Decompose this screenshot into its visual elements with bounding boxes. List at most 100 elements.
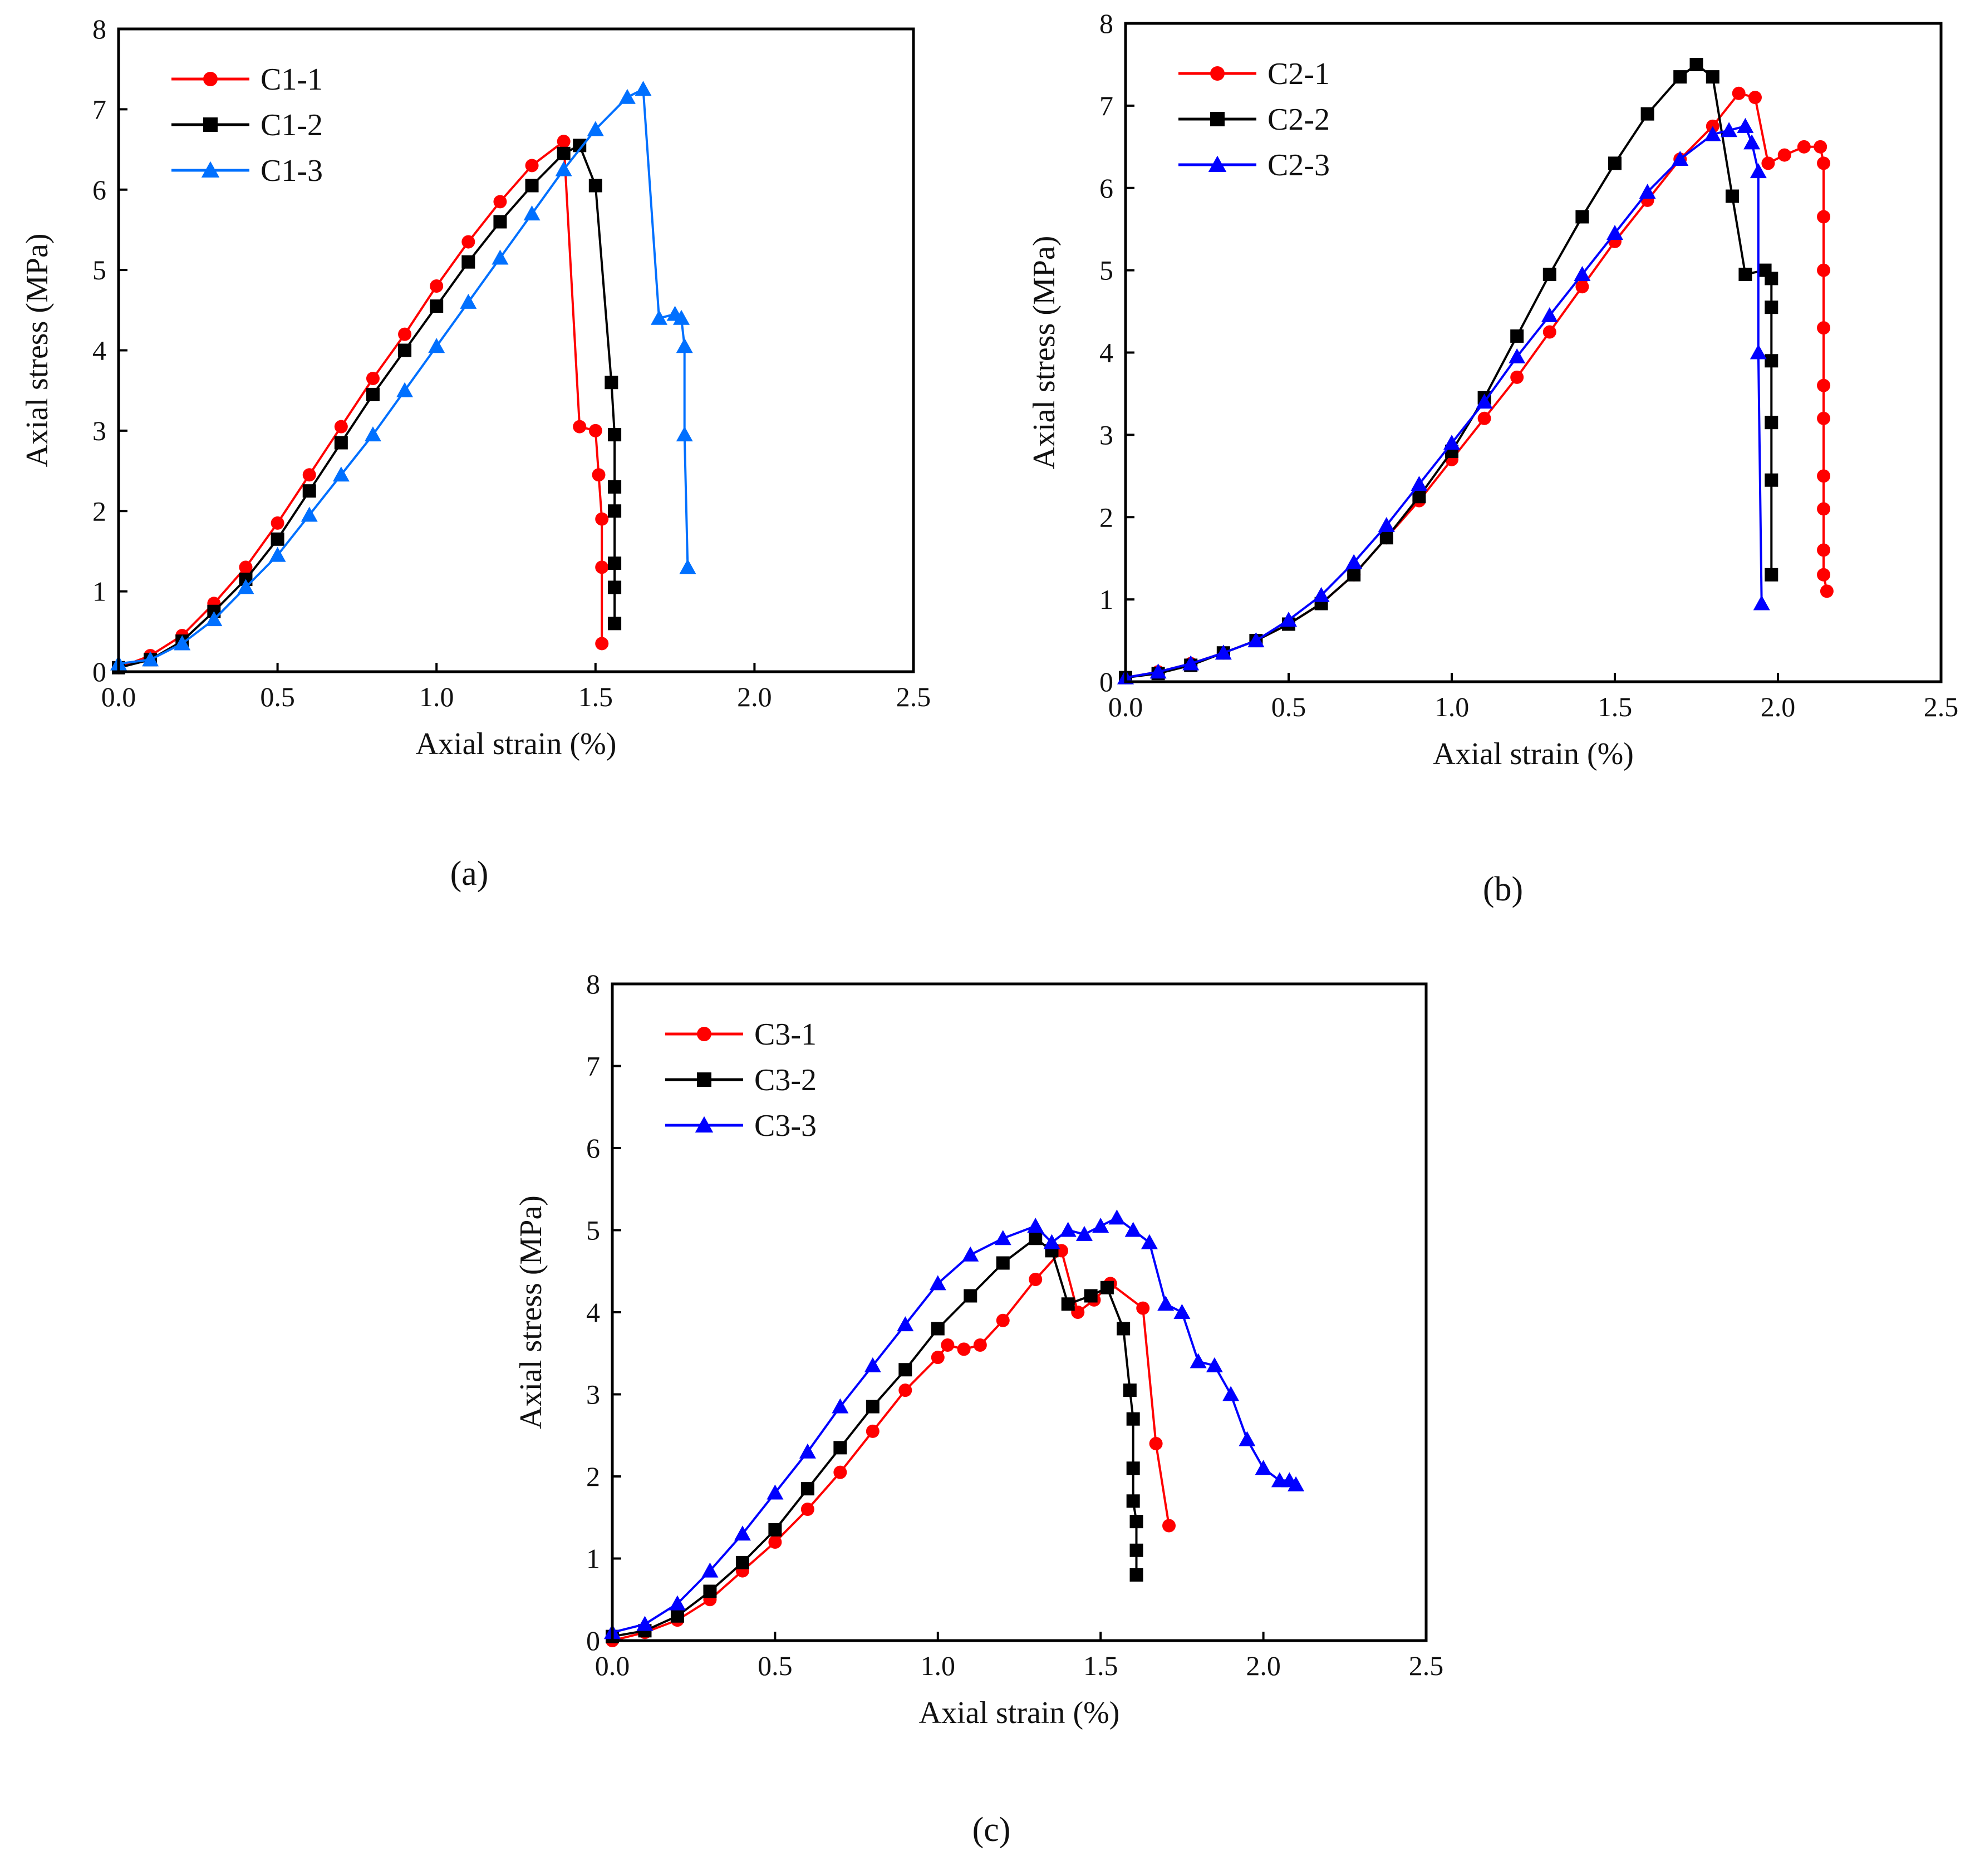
y-tick-label: 1 (1099, 584, 1113, 615)
legend-label: C2-3 (1267, 148, 1330, 183)
data-point (1313, 587, 1330, 602)
series-line-C2-1 (1125, 92, 1828, 679)
data-point (962, 1246, 979, 1262)
data-point (1765, 568, 1778, 582)
data-point (1347, 568, 1361, 582)
data-point (1608, 156, 1622, 170)
series-C1-2 (112, 139, 622, 674)
data-point (1412, 490, 1426, 504)
legend-marker (695, 1116, 714, 1133)
data-point (398, 327, 412, 341)
data-point (366, 372, 380, 386)
data-point (1247, 632, 1265, 648)
data-point (1222, 1386, 1240, 1401)
data-point (1639, 184, 1656, 199)
y-tick-label: 8 (1099, 8, 1113, 39)
data-point (1477, 411, 1491, 425)
plot-area (1117, 57, 1834, 685)
data-point (833, 1465, 847, 1479)
y-tick-label: 5 (1099, 255, 1113, 286)
data-point (1043, 1234, 1060, 1249)
data-point (800, 1503, 814, 1516)
y-tick-label: 5 (586, 1215, 600, 1246)
data-point (608, 480, 622, 494)
legend-marker (1210, 66, 1225, 81)
data-point (1510, 329, 1524, 343)
data-point (1706, 70, 1719, 84)
data-point (673, 309, 690, 325)
data-point (1777, 148, 1791, 162)
panel-label: (a) (450, 855, 489, 893)
data-point (994, 1230, 1011, 1245)
data-point (1141, 1234, 1158, 1249)
data-point (605, 376, 618, 390)
legend-marker (201, 161, 220, 178)
data-point (1689, 57, 1703, 71)
data-point (595, 512, 609, 526)
data-point (833, 1441, 847, 1455)
data-point (1704, 126, 1721, 141)
legend-marker (203, 72, 218, 86)
legend-label: C1-3 (261, 154, 323, 188)
data-point (174, 635, 191, 651)
data-point (941, 1338, 955, 1352)
series-line-C2-3 (1125, 125, 1763, 679)
chart-panel-3: 0.0 0.5 1.0 1.5 2.0 2.5 0 1 2 3 4 5 6 7 8 Axial strain … (514, 968, 1443, 1849)
data-point (205, 611, 223, 627)
data-point (1765, 272, 1778, 285)
data-point (592, 468, 606, 482)
data-point (1378, 517, 1395, 533)
data-point (1817, 543, 1831, 557)
data-point (271, 532, 284, 546)
legend-item-C2-1: C2-1 (1178, 57, 1330, 91)
y-tick-label: 3 (586, 1379, 600, 1410)
x-tick-label: 2.5 (896, 681, 931, 712)
data-point (573, 420, 587, 434)
legend-label: C2-1 (1267, 57, 1330, 91)
data-point (557, 135, 571, 149)
data-point (1640, 107, 1654, 121)
data-point (1149, 663, 1167, 679)
data-point (703, 1584, 717, 1598)
data-point (1345, 554, 1363, 569)
data-point (636, 1616, 654, 1631)
x-tick-label: 2.5 (1924, 691, 1959, 722)
legend-item-C3-3: C3-3 (665, 1109, 817, 1143)
data-point (595, 637, 609, 651)
y-tick-label: 3 (1099, 419, 1113, 450)
data-point (1753, 595, 1770, 610)
series-C3-3 (604, 1209, 1305, 1639)
data-point (1443, 435, 1460, 450)
data-point (1765, 354, 1778, 368)
legend-item-C1-1: C1-1 (171, 62, 323, 97)
data-point (1157, 1296, 1175, 1311)
data-point (1206, 1357, 1223, 1372)
x-tick-label: 2.0 (1761, 691, 1796, 722)
data-point (1817, 568, 1831, 582)
y-tick-label: 4 (586, 1297, 600, 1328)
data-point (1126, 1494, 1140, 1508)
data-point (1239, 1431, 1256, 1446)
data-point (1029, 1273, 1043, 1286)
data-point (1814, 140, 1827, 154)
data-point (1750, 163, 1767, 179)
y-tick-label: 1 (586, 1543, 600, 1574)
series-C2-1 (1119, 86, 1834, 685)
x-tick-label: 0.5 (758, 1650, 793, 1681)
data-point (493, 215, 507, 229)
data-point (768, 1535, 782, 1549)
data-point (676, 426, 693, 442)
plot-frame (1124, 22, 1943, 683)
y-tick-label: 4 (1099, 337, 1113, 368)
data-point (1817, 321, 1831, 335)
data-point (366, 387, 380, 401)
data-point (1075, 1225, 1093, 1241)
legend: C1-1 C1-2 C1-3 (171, 62, 323, 188)
x-axis-title: Axial strain (%) (416, 727, 617, 761)
data-point (1721, 122, 1738, 137)
x-tick-label: 1.0 (921, 1650, 956, 1681)
data-point (898, 1363, 912, 1377)
x-tick-label: 0.5 (1271, 691, 1306, 722)
data-point (866, 1424, 880, 1438)
x-tick-label: 0.5 (260, 681, 295, 712)
